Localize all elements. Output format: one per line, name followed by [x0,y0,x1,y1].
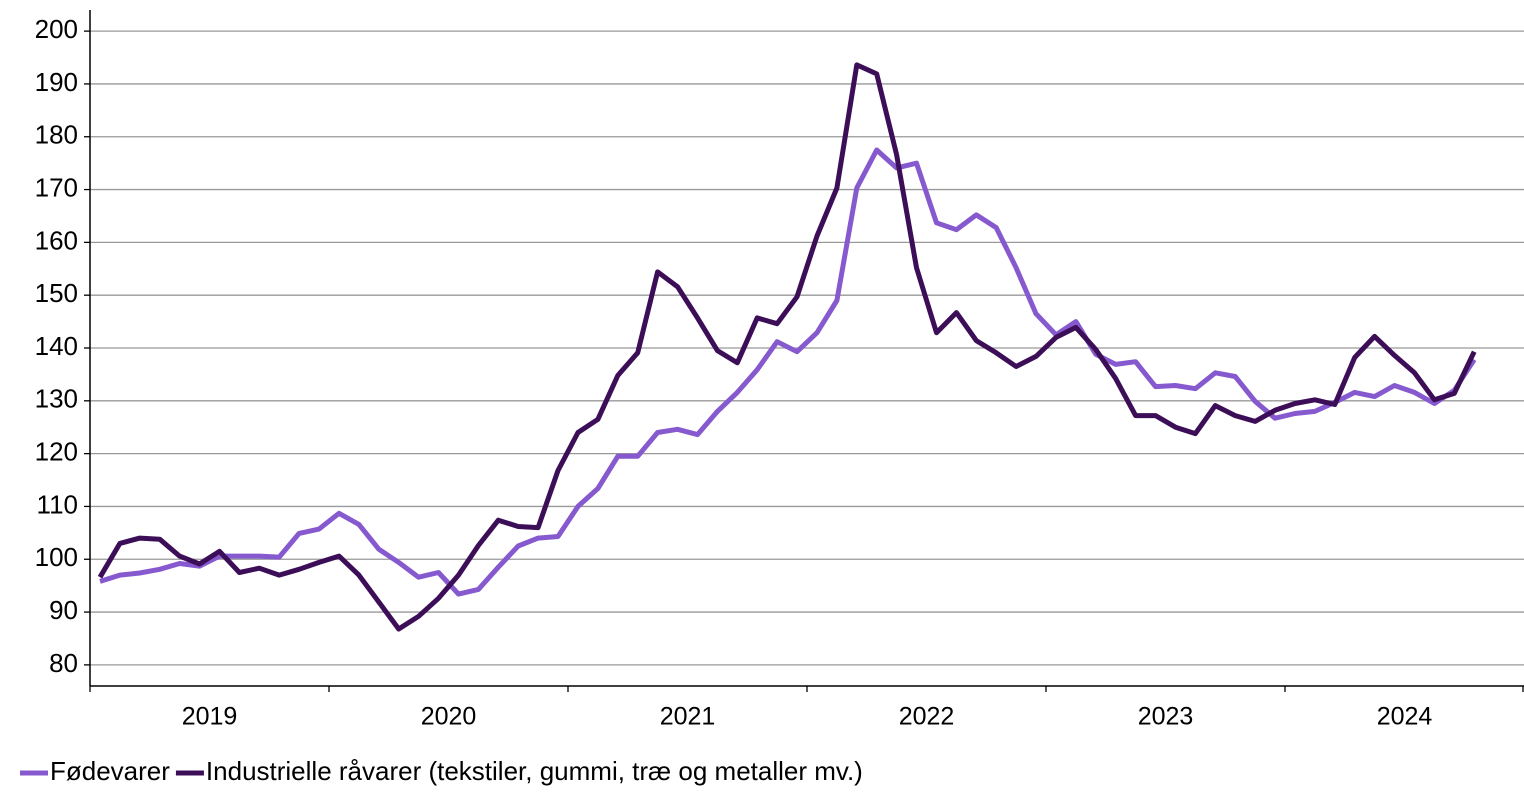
y-tick-label: 170 [35,172,78,202]
series-line [99,147,1477,597]
y-tick-label: 160 [35,225,78,255]
legend-item: Industrielle råvarer (tekstiler, gummi, … [175,756,863,786]
x-tick-label: 2022 [899,703,955,731]
y-tick-label: 190 [35,67,78,97]
x-tick-label: 2019 [182,703,238,731]
y-tick-label: 90 [49,595,78,625]
y-tick-label: 200 [35,14,78,44]
y-tick-label: 130 [35,384,78,414]
x-tick-label: 2020 [421,703,477,731]
legend-label: Fødevarer [50,756,170,786]
x-tick-label: 2024 [1377,703,1433,731]
y-tick-label: 140 [35,331,78,361]
y-tick-label: 80 [49,648,78,678]
legend-item: Fødevarer [20,756,170,786]
y-tick-label: 120 [35,437,78,467]
legend-label: Industrielle råvarer (tekstiler, gummi, … [206,756,863,786]
x-tick-label: 2021 [660,703,716,731]
y-tick-label: 180 [35,120,78,150]
y-tick-label: 110 [37,489,78,519]
y-tick-label: 100 [35,542,78,572]
y-tick-label: 150 [35,278,78,308]
x-tick-label: 2023 [1138,703,1194,731]
series-line [97,62,1477,632]
